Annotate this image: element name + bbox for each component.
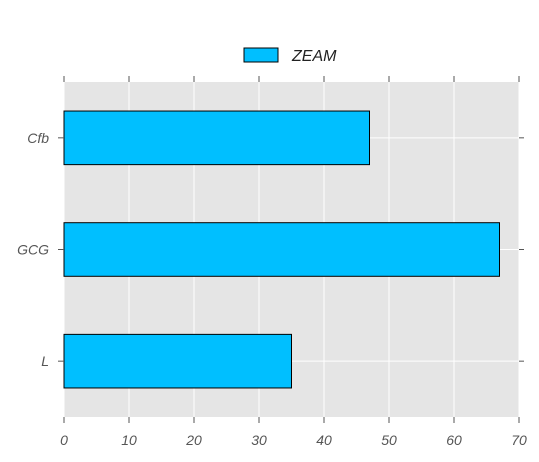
- legend-label: ZEAM: [291, 48, 337, 65]
- legend-swatch: [243, 47, 279, 63]
- x-tick-label: 50: [381, 432, 397, 448]
- legend: ZEAM: [243, 47, 337, 65]
- y-tick-labels: L GCG Cfb: [17, 130, 49, 369]
- x-tick-label: 70: [511, 432, 527, 448]
- x-tick-label: 10: [121, 432, 137, 448]
- y-tick-label: Cfb: [27, 130, 49, 146]
- x-tick-label: 20: [185, 432, 202, 448]
- bars: [63, 110, 500, 389]
- x-tick-labels: 0 10 20 30 40 50 60 70: [60, 432, 527, 448]
- bar-l: [63, 333, 292, 389]
- bar-gcg: [63, 222, 500, 277]
- x-tick-label: 0: [60, 432, 68, 448]
- y-tick-label: GCG: [17, 242, 49, 258]
- x-tick-label: 30: [251, 432, 267, 448]
- x-tick-label: 40: [316, 432, 332, 448]
- x-tick-label: 60: [446, 432, 462, 448]
- ticks: [58, 76, 524, 423]
- y-tick-label: L: [41, 353, 49, 369]
- bar-cfb: [63, 110, 370, 166]
